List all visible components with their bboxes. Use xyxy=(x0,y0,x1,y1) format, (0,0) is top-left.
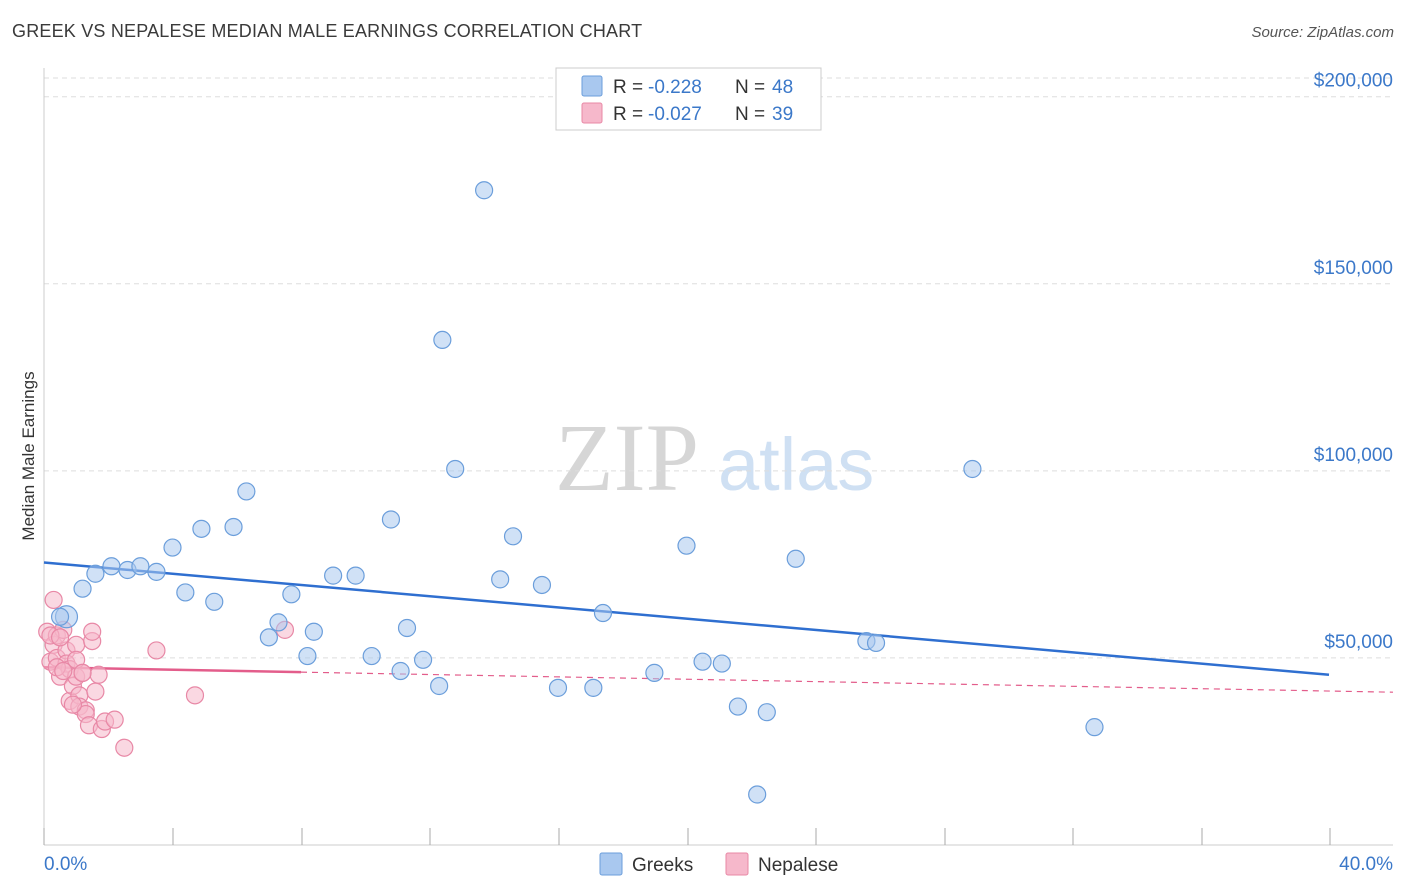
greeks-point xyxy=(693,652,712,671)
greeks-point xyxy=(237,482,256,501)
correlation-legend: R = -0.228 N = 48 R = -0.027 N = 39 xyxy=(555,67,822,131)
legend-n-label-greeks: N = xyxy=(735,77,765,98)
greeks-point xyxy=(224,517,243,537)
greeks-point xyxy=(1085,718,1104,737)
nepalese-point xyxy=(44,590,63,610)
x-tick-label-min: 0.0% xyxy=(44,854,87,875)
nepalese-point xyxy=(73,663,92,682)
series-legend-label-greeks: Greeks xyxy=(632,855,693,876)
legend-n-value-nepalese: 39 xyxy=(772,104,793,125)
greeks-point xyxy=(786,549,805,568)
nepalese-point xyxy=(63,695,83,714)
greeks-point xyxy=(677,536,696,555)
greeks-point xyxy=(131,557,150,576)
y-tick-label: $200,000 xyxy=(1314,71,1393,92)
greeks-point xyxy=(50,607,70,626)
watermark-zip: ZIP xyxy=(555,404,699,511)
y-tick-labels: $50,000 $100,000 $150,000 $200,000 xyxy=(1314,71,1393,653)
y-tick-label: $150,000 xyxy=(1314,258,1393,279)
greeks-point xyxy=(413,650,433,669)
greeks-points xyxy=(50,181,1104,804)
nepalese-point xyxy=(89,665,108,684)
greeks-point xyxy=(446,459,465,479)
nepalese-point xyxy=(86,682,105,701)
grid xyxy=(44,77,1393,659)
greeks-point xyxy=(584,678,603,697)
greeks-point xyxy=(757,703,776,722)
y-tick-label: $100,000 xyxy=(1314,445,1393,466)
greeks-point xyxy=(86,564,105,583)
greeks-point xyxy=(430,676,449,696)
greeks-point xyxy=(548,678,568,697)
greeks-point xyxy=(147,562,166,581)
greeks-point xyxy=(269,613,288,632)
series-legend-label-nepalese: Nepalese xyxy=(758,855,838,876)
greeks-point xyxy=(346,566,365,585)
greeks-point xyxy=(503,527,523,546)
greeks-point xyxy=(748,785,767,804)
nepalese-point xyxy=(185,686,205,705)
greeks-point xyxy=(205,592,224,611)
greeks-point xyxy=(593,603,613,623)
trend-line-nepalese-dashed xyxy=(300,671,1394,693)
greeks-point xyxy=(391,661,410,681)
y-tick-label: $50,000 xyxy=(1324,632,1393,653)
y-axis-title: Median Male Earnings xyxy=(19,371,38,540)
series-legend-swatch-greeks xyxy=(599,852,623,876)
nepalese-points xyxy=(38,590,295,757)
nepalese-point xyxy=(105,710,124,729)
greeks-point xyxy=(102,557,121,576)
legend-swatch-nepalese xyxy=(581,102,603,124)
greeks-point xyxy=(176,583,195,602)
nepalese-point xyxy=(115,738,134,757)
greeks-point xyxy=(433,330,452,350)
greeks-point xyxy=(362,646,381,666)
greeks-point xyxy=(163,538,182,557)
legend-r-label-greeks: R = xyxy=(613,77,643,98)
greeks-point xyxy=(192,519,211,538)
legend-swatch-greeks xyxy=(581,75,603,97)
legend-r-value-greeks: -0.228 xyxy=(648,77,702,98)
greeks-point xyxy=(282,585,301,604)
nepalese-point xyxy=(147,641,166,660)
greeks-point xyxy=(866,633,886,653)
trend-line-greeks xyxy=(43,561,1330,677)
nepalese-point xyxy=(50,628,70,647)
greeks-point xyxy=(381,510,401,529)
watermark-atlas: atlas xyxy=(718,423,874,506)
greeks-point xyxy=(491,570,510,589)
greeks-point xyxy=(475,181,494,200)
legend-n-label-nepalese: N = xyxy=(735,104,765,125)
axes xyxy=(43,68,1393,846)
greeks-point xyxy=(645,663,664,682)
greeks-point xyxy=(712,654,731,673)
legend-r-value-nepalese: -0.027 xyxy=(648,104,702,125)
greeks-point xyxy=(259,628,278,647)
series-legend: Greeks Nepalese xyxy=(599,852,838,876)
greeks-point xyxy=(532,575,552,595)
chart-title: GREEK VS NEPALESE MEDIAN MALE EARNINGS C… xyxy=(12,21,643,41)
x-tick-label-max: 40.0% xyxy=(1339,854,1393,875)
legend-r-label-nepalese: R = xyxy=(613,104,643,125)
greeks-point xyxy=(728,697,748,716)
source-label: Source: ZipAtlas.com xyxy=(1251,24,1394,41)
greeks-point xyxy=(963,459,982,479)
trend-lines xyxy=(43,561,1394,693)
greeks-point xyxy=(397,618,417,638)
series-legend-swatch-nepalese xyxy=(725,852,749,876)
greeks-point xyxy=(73,579,92,598)
greeks-point xyxy=(304,622,323,641)
greeks-point xyxy=(298,646,317,666)
legend-n-value-greeks: 48 xyxy=(772,77,793,98)
nepalese-point xyxy=(83,622,102,641)
nepalese-point xyxy=(54,661,73,681)
greeks-point xyxy=(324,566,343,585)
